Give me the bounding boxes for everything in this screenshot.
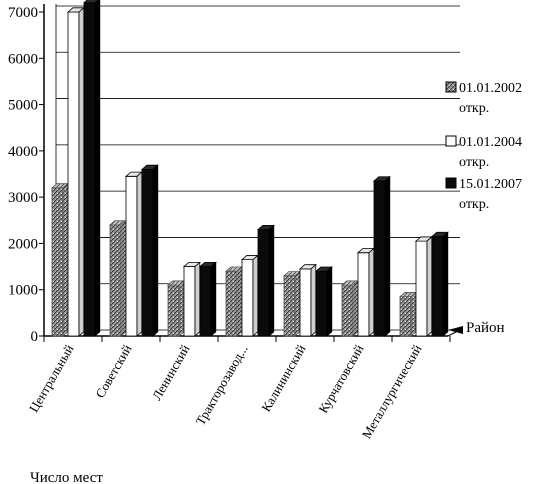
bar-1-7 (398, 291, 417, 337)
bars (50, 0, 449, 337)
bar-2-4 (240, 254, 259, 337)
bar-3-2 (140, 164, 159, 337)
legend-label: 01.01.2004 (459, 135, 522, 150)
category-label: Центральный (26, 342, 77, 415)
legend-label: 01.01.2002 (459, 81, 522, 96)
y-tick-label: 6000 (8, 51, 38, 67)
legend-label: 15.01.2007 (459, 177, 522, 192)
bar-1-6 (340, 280, 359, 337)
legend-swatch (445, 81, 457, 93)
y-tick-label: 1000 (8, 283, 38, 299)
legend-entry-3: 15.01.2007 откр. (445, 177, 522, 212)
legend-entry-1: 01.01.2002 откр. (445, 81, 522, 116)
bar-3-4 (256, 224, 275, 337)
bar-2-3 (182, 261, 201, 337)
y-tick-label: 4000 (8, 144, 38, 160)
category-labels: Центральный Советский Ленинский Тракторозав… (26, 342, 425, 441)
bar-2-5 (298, 263, 317, 337)
bar-2-2 (124, 171, 143, 337)
category-label: Курчатовский (315, 342, 366, 416)
y-tick-label: 7000 (8, 5, 38, 21)
bar-3-6 (372, 175, 391, 337)
category-label: Тракторозавод... (192, 342, 250, 428)
category-label: Ленинский (149, 342, 193, 403)
category-label: Советский (92, 342, 134, 400)
bar-1-1 (50, 182, 69, 337)
bar-3-5 (314, 266, 333, 337)
bar-2-1 (66, 6, 85, 337)
bar-3-1 (82, 0, 101, 337)
bar-3-7 (430, 231, 449, 337)
bar-1-2 (108, 219, 127, 337)
legend-entry-2: 01.01.2004 откр. (445, 135, 522, 170)
category-label: Калининский (258, 342, 308, 414)
legend-label-line2: откр. (459, 155, 489, 170)
legend-swatch (445, 177, 457, 189)
category-label: Металлургический (359, 342, 425, 441)
y-axis-label: Число мест (30, 470, 103, 484)
y-tick-label: 5000 (8, 98, 38, 114)
bar-3-3 (198, 261, 217, 337)
y-tick-label: 3000 (8, 190, 38, 206)
x-axis-arrow-icon (448, 326, 463, 334)
bar-1-4 (224, 266, 243, 337)
legend-label-line2: откр. (459, 101, 489, 116)
bar-2-7 (414, 236, 433, 337)
x-axis-label: Район (466, 320, 505, 336)
y-tick-labels: 0 1000 2000 3000 4000 5000 6000 7000 (8, 5, 38, 345)
legend: 01.01.2002откр.01.01.2004откр.15.01.2007… (445, 81, 522, 212)
legend-swatch (445, 135, 457, 147)
bar-1-3 (166, 280, 185, 337)
y-tick-label: 2000 (8, 236, 38, 252)
y-tick-label: 0 (31, 329, 39, 345)
bar-1-5 (282, 270, 301, 337)
bar-2-6 (356, 247, 375, 337)
legend-label-line2: откр. (459, 197, 489, 212)
